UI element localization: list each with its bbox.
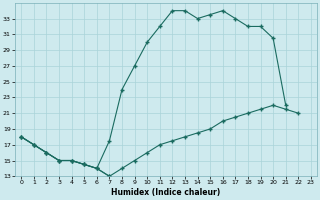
- X-axis label: Humidex (Indice chaleur): Humidex (Indice chaleur): [111, 188, 221, 197]
